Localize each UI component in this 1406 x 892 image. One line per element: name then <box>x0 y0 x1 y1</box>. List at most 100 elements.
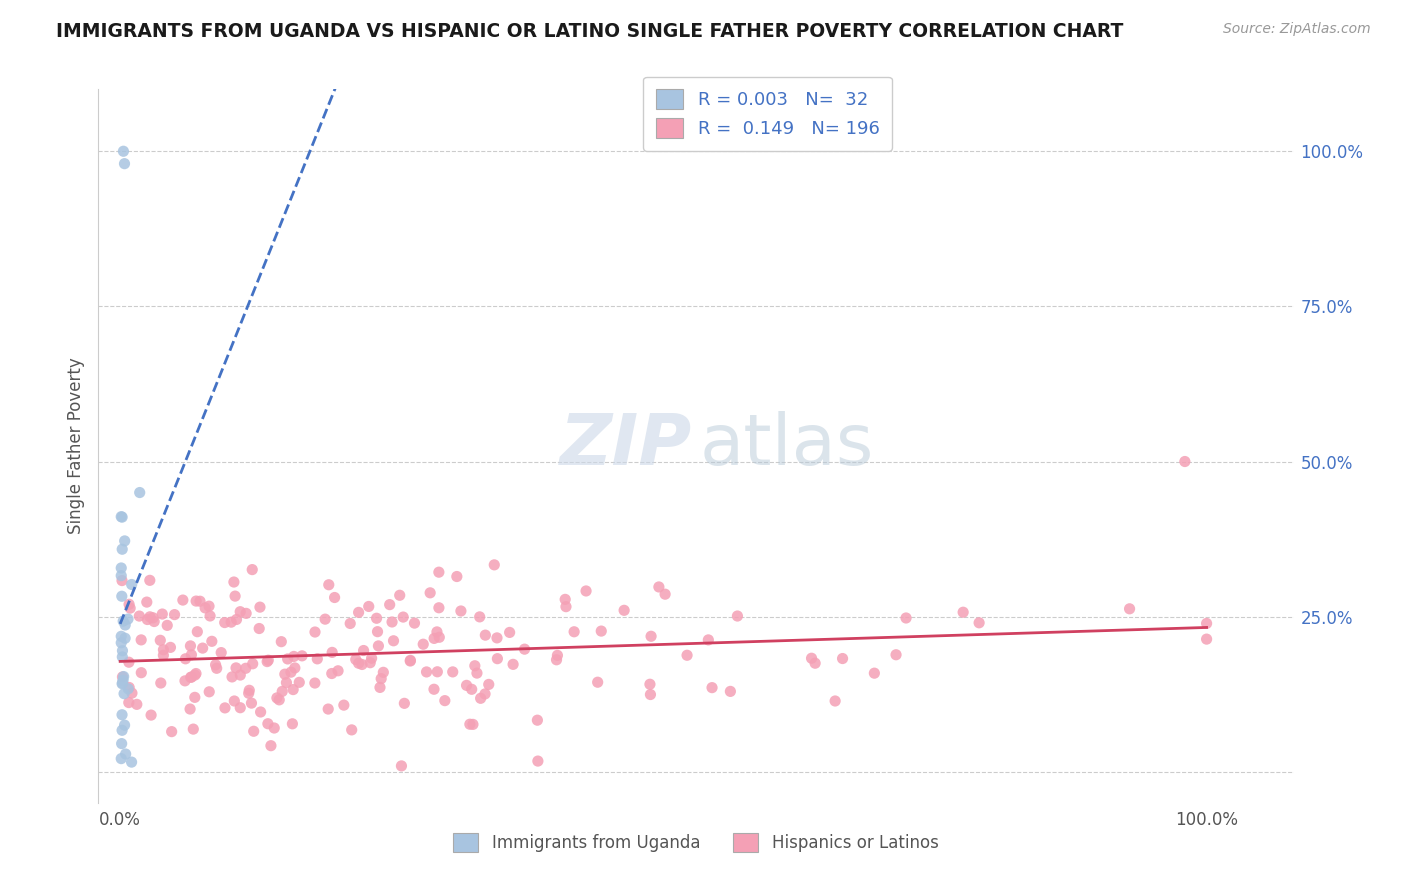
Point <box>458 717 481 731</box>
Point <box>225 661 247 675</box>
Text: ZIP: ZIP <box>560 411 692 481</box>
Point <box>478 677 501 691</box>
Point <box>114 747 136 761</box>
Point <box>240 696 263 710</box>
Text: IMMIGRANTS FROM UGANDA VS HISPANIC OR LATINO SINGLE FATHER POVERTY CORRELATION C: IMMIGRANTS FROM UGANDA VS HISPANIC OR LA… <box>56 22 1123 41</box>
Point <box>378 598 401 612</box>
Point <box>118 696 141 710</box>
Point <box>464 658 486 673</box>
Point <box>149 676 172 690</box>
Point <box>111 737 134 751</box>
Legend: Immigrants from Uganda, Hispanics or Latinos: Immigrants from Uganda, Hispanics or Lat… <box>447 827 945 859</box>
Point <box>125 698 148 712</box>
Point <box>118 681 141 695</box>
Point <box>640 629 662 643</box>
Point <box>427 630 450 644</box>
Point <box>366 611 388 625</box>
Point <box>359 656 381 670</box>
Point <box>276 675 298 690</box>
Point <box>314 612 336 626</box>
Point <box>128 609 150 624</box>
Point <box>700 681 723 695</box>
Point <box>238 686 260 700</box>
Point <box>419 586 441 600</box>
Point <box>110 629 132 643</box>
Point <box>446 569 468 583</box>
Point <box>152 648 174 663</box>
Point <box>513 642 536 657</box>
Point <box>194 601 217 615</box>
Point <box>111 723 134 738</box>
Point <box>249 600 271 615</box>
Point <box>1118 602 1140 616</box>
Point <box>271 684 294 698</box>
Text: atlas: atlas <box>700 411 875 481</box>
Point <box>184 690 207 705</box>
Point <box>884 648 907 662</box>
Point <box>718 684 741 698</box>
Point <box>468 610 491 624</box>
Point <box>222 574 245 589</box>
Point <box>347 657 370 671</box>
Point <box>353 643 375 657</box>
Point <box>191 641 214 656</box>
Point <box>111 643 134 657</box>
Point <box>281 682 304 697</box>
Point <box>863 666 886 681</box>
Point <box>427 565 450 579</box>
Point <box>373 665 395 680</box>
Point <box>555 599 578 614</box>
Point <box>224 589 246 603</box>
Point <box>179 702 201 716</box>
Point <box>112 614 135 628</box>
Point <box>129 665 152 680</box>
Point <box>498 625 520 640</box>
Point <box>257 716 280 731</box>
Point <box>326 664 349 678</box>
Point <box>121 686 143 700</box>
Point <box>370 672 392 686</box>
Point <box>112 673 135 688</box>
Point <box>340 723 363 737</box>
Point <box>242 724 264 739</box>
Point <box>111 676 134 690</box>
Point <box>1195 616 1218 631</box>
Point <box>111 510 134 524</box>
Point <box>121 577 143 591</box>
Point <box>229 605 252 619</box>
Point <box>831 651 853 665</box>
Point <box>399 653 422 667</box>
Point <box>484 558 506 572</box>
Point <box>198 599 221 614</box>
Point <box>486 651 509 665</box>
Point <box>257 653 280 667</box>
Point <box>184 666 207 681</box>
Point <box>316 702 339 716</box>
Point <box>150 607 173 621</box>
Point <box>139 610 162 624</box>
Point <box>291 648 314 663</box>
Point <box>117 612 139 626</box>
Point <box>238 683 260 698</box>
Point <box>172 593 194 607</box>
Point <box>526 713 548 727</box>
Point <box>219 615 242 629</box>
Point <box>143 615 166 629</box>
Point <box>120 601 142 615</box>
Point <box>114 618 136 632</box>
Point <box>554 592 576 607</box>
Point <box>263 721 285 735</box>
Point <box>111 649 134 664</box>
Point <box>111 670 134 684</box>
Point <box>274 667 297 681</box>
Point <box>638 677 661 691</box>
Point <box>269 693 291 707</box>
Point <box>640 688 662 702</box>
Point <box>427 600 450 615</box>
Point <box>277 652 299 666</box>
Point <box>198 685 221 699</box>
Point <box>180 670 202 684</box>
Point <box>256 655 278 669</box>
Point <box>180 648 202 662</box>
Point <box>474 687 496 701</box>
